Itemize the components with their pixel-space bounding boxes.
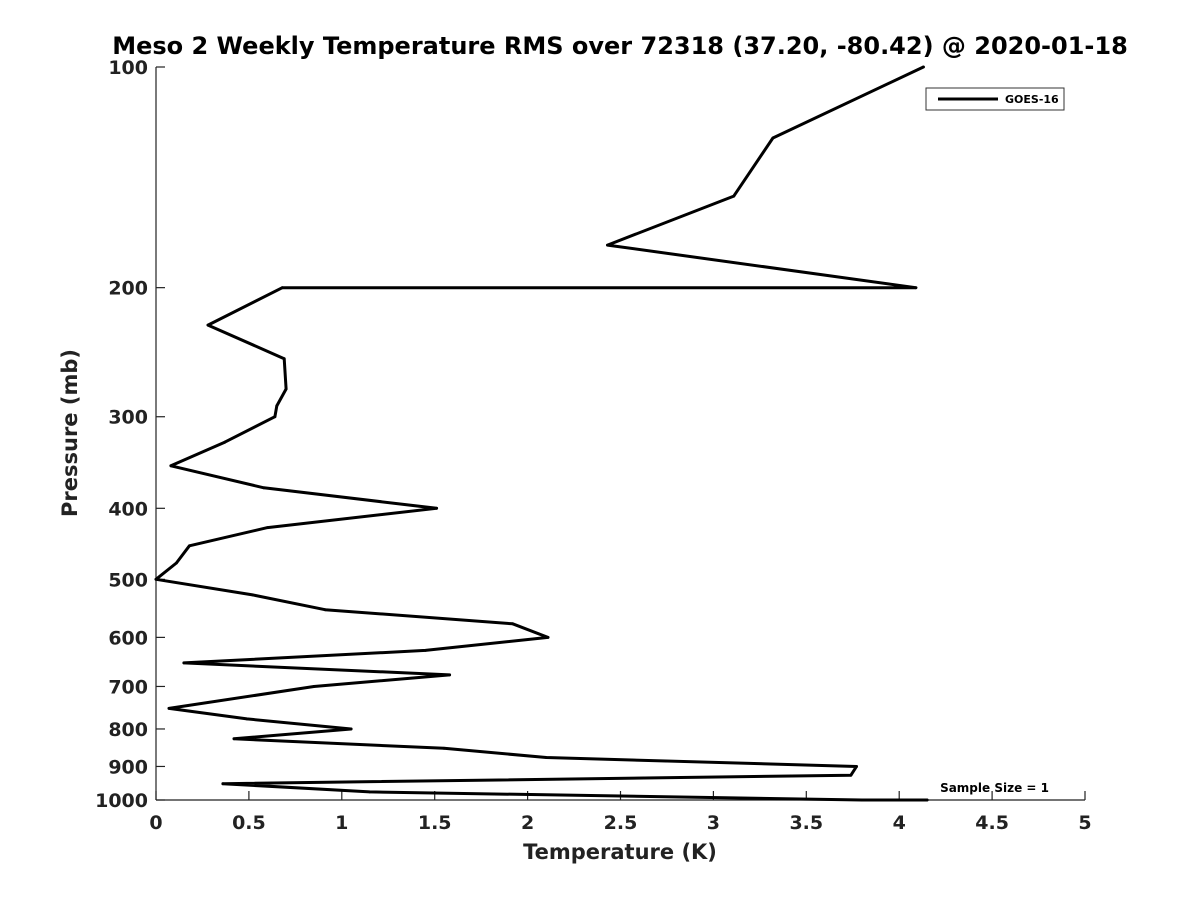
- y-tick-label: 500: [108, 569, 148, 591]
- data-point: [169, 464, 173, 468]
- data-point: [855, 765, 858, 768]
- x-tick-label: 2.5: [604, 812, 638, 834]
- y-tick-label: 900: [108, 756, 148, 778]
- y-tick-label: 1000: [95, 790, 148, 812]
- legend-label-goes-16: GOES-16: [1005, 93, 1059, 106]
- data-point: [511, 622, 515, 626]
- data-point: [251, 593, 255, 597]
- x-tick-label: 4.5: [975, 812, 1009, 834]
- data-point: [282, 357, 286, 361]
- data-point: [188, 544, 191, 548]
- data-point: [435, 506, 438, 510]
- data-point: [925, 798, 929, 802]
- data-point: [182, 661, 186, 665]
- x-tick-label: 1.5: [418, 812, 452, 834]
- data-point: [262, 486, 266, 490]
- x-tick-label: 3.5: [789, 812, 823, 834]
- data-point: [448, 673, 451, 677]
- y-axis-label: Pressure (mb): [58, 349, 82, 517]
- data-point: [232, 737, 236, 741]
- data-point: [860, 798, 864, 802]
- y-axis-ticks: 100 200 300 400 500 600 700 800 900 1000: [95, 57, 165, 812]
- x-tick-label: 1: [335, 812, 348, 834]
- x-axis-ticks: 0 0.5 1 1.5 2 2.5 3 3.5 4 4.5 5: [149, 791, 1092, 834]
- data-point: [284, 387, 288, 391]
- x-tick-label: 2: [521, 812, 534, 834]
- data-point: [280, 286, 284, 290]
- data-point: [424, 649, 427, 652]
- data-point: [922, 65, 925, 69]
- data-point: [154, 577, 158, 581]
- data-point: [732, 194, 736, 198]
- x-tick-label: 4: [893, 812, 906, 834]
- y-tick-label: 800: [108, 719, 148, 741]
- y-tick-label: 200: [108, 278, 148, 300]
- data-point: [175, 561, 178, 565]
- x-tick-label: 0.5: [232, 812, 266, 834]
- data-point: [167, 707, 171, 710]
- chart-title: Meso 2 Weekly Temperature RMS over 72318…: [112, 32, 1128, 60]
- data-point: [442, 746, 446, 750]
- data-point: [275, 404, 279, 408]
- sample-size-annotation: Sample Size = 1: [940, 781, 1049, 795]
- data-point: [245, 717, 249, 721]
- legend: GOES-16: [925, 87, 1065, 111]
- data-point: [349, 727, 353, 731]
- data-point: [368, 790, 372, 794]
- x-axis-label: Temperature (K): [523, 840, 717, 864]
- data-point: [771, 136, 775, 140]
- data-point: [206, 323, 210, 327]
- data-point: [606, 243, 609, 247]
- data-point: [266, 526, 269, 529]
- data-point: [546, 636, 550, 639]
- y-tick-label: 100: [108, 57, 148, 79]
- data-point: [914, 286, 918, 290]
- annotations: Sample Size = 1: [940, 781, 1049, 795]
- series-layer: [154, 65, 929, 802]
- y-tick-label: 700: [108, 676, 148, 698]
- x-tick-label: 5: [1078, 812, 1091, 834]
- x-tick-label: 3: [707, 812, 720, 834]
- data-point: [221, 782, 225, 786]
- x-tick-label: 0: [149, 812, 162, 834]
- y-tick-label: 600: [108, 627, 148, 649]
- data-point: [273, 415, 277, 419]
- data-point: [849, 773, 853, 777]
- series-line-goes-16: [154, 65, 929, 802]
- y-tick-label: 300: [108, 407, 148, 429]
- y-tick-label: 400: [108, 498, 148, 520]
- data-point: [312, 685, 316, 688]
- data-point: [323, 608, 327, 612]
- data-point: [223, 440, 227, 444]
- data-point: [544, 756, 548, 759]
